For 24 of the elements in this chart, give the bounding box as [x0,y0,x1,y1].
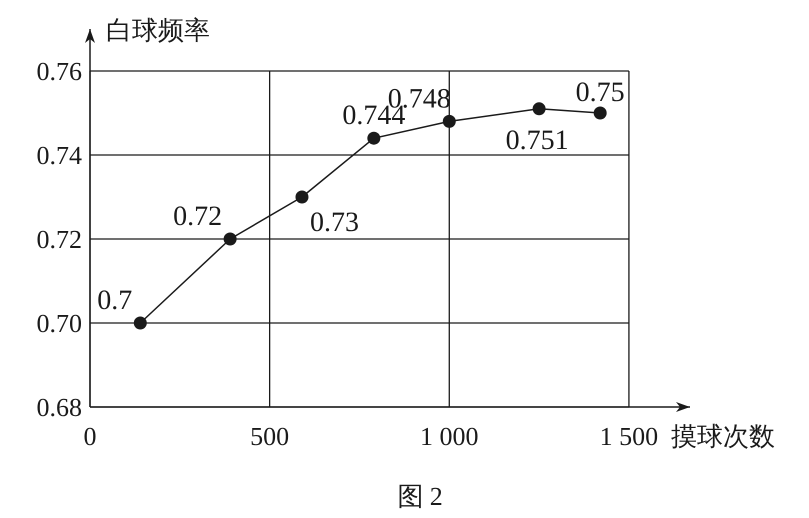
data-label: 0.73 [310,207,359,238]
y-axis-title: 白球频率 [106,16,210,45]
x-tick-label: 1 000 [420,422,479,451]
point [594,106,607,120]
point [134,316,147,330]
y-tick-label: 0.68 [36,393,82,422]
x-axis-title: 摸球次数 [670,422,775,451]
point [442,114,456,128]
y-tick-label: 0.72 [36,225,82,254]
y-tick-label: 0.74 [36,141,82,170]
x-tick-label: 500 [250,422,290,451]
point [295,190,308,204]
caption: 图 2 [397,482,443,511]
data-label: 0.751 [506,124,569,156]
y-tick-label: 0.70 [36,309,82,338]
point [224,232,237,246]
data-label: 0.7 [97,285,132,316]
data-label: 0.75 [576,77,625,108]
x-tick-label: 1 500 [600,422,658,451]
y-tick-label: 0.76 [36,57,82,86]
x-tick-label: 0 [84,422,96,451]
point [367,132,380,145]
point [532,102,546,116]
data-label: 0.72 [173,201,222,232]
